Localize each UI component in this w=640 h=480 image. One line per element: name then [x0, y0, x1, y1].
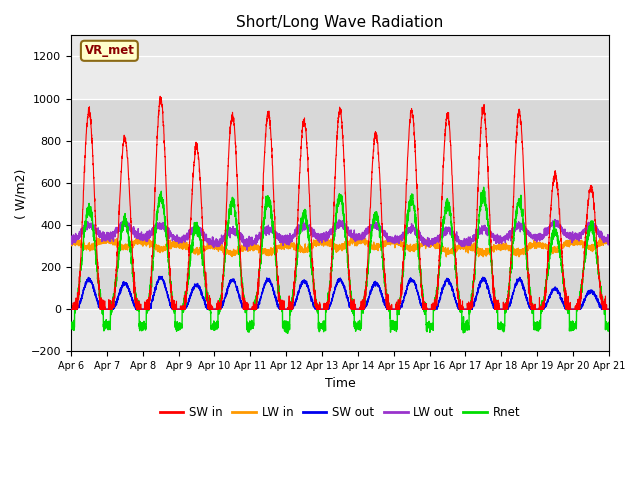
LW out [551, 216, 559, 222]
Line: LW in: LW in [71, 236, 609, 257]
LW out [604, 242, 612, 248]
Rnet [320, 326, 328, 332]
LW in [356, 233, 364, 239]
LW out [164, 231, 172, 237]
Bar [71, 225, 609, 267]
SW out [67, 306, 75, 312]
SW out [320, 306, 328, 312]
LW in [491, 244, 499, 250]
SW out [605, 306, 612, 312]
LW out [431, 240, 438, 246]
SW in [431, 299, 438, 304]
LW in [431, 240, 438, 246]
Legend: SW in, LW in, SW out, LW out, Rnet: SW in, LW in, SW out, LW out, Rnet [155, 401, 525, 424]
Rnet [491, 296, 499, 301]
Line: SW in: SW in [71, 96, 609, 309]
SW out [431, 306, 438, 312]
LW out [67, 233, 75, 239]
Rnet [605, 328, 612, 334]
Line: SW out: SW out [71, 276, 609, 309]
SW out [491, 304, 499, 310]
SW in [156, 94, 164, 99]
Rnet [67, 321, 75, 326]
Text: VR_met: VR_met [84, 44, 134, 57]
LW in [67, 237, 75, 242]
SW out [604, 306, 612, 312]
SW out [461, 306, 468, 312]
LW out [461, 236, 468, 241]
SW in [604, 306, 612, 312]
SW in [164, 225, 172, 230]
LW in [442, 254, 450, 260]
Title: Short/Long Wave Radiation: Short/Long Wave Radiation [236, 15, 444, 30]
Rnet [431, 304, 438, 310]
LW in [605, 237, 612, 242]
Line: Rnet: Rnet [71, 187, 609, 334]
Y-axis label: ( W/m2): ( W/m2) [15, 168, 28, 218]
SW in [320, 301, 328, 307]
Rnet [480, 184, 488, 190]
LW out [605, 239, 612, 244]
Bar [71, 309, 609, 351]
SW out [156, 274, 164, 279]
LW in [164, 244, 172, 250]
SW in [491, 294, 499, 300]
LW in [604, 237, 612, 243]
Bar [71, 141, 609, 183]
Rnet [604, 326, 612, 332]
Bar [71, 183, 609, 225]
Rnet [461, 322, 468, 327]
SW in [605, 306, 612, 312]
X-axis label: Time: Time [324, 377, 355, 390]
LW out [243, 247, 251, 253]
Bar [71, 267, 609, 309]
SW out [164, 292, 172, 298]
LW in [320, 240, 328, 246]
LW out [320, 232, 328, 238]
Rnet [284, 331, 291, 336]
SW in [461, 306, 468, 312]
LW in [461, 244, 468, 250]
LW out [491, 234, 499, 240]
Bar [71, 98, 609, 141]
Line: LW out: LW out [71, 219, 609, 250]
SW in [67, 306, 75, 312]
Bar [71, 56, 609, 98]
Rnet [164, 252, 172, 257]
